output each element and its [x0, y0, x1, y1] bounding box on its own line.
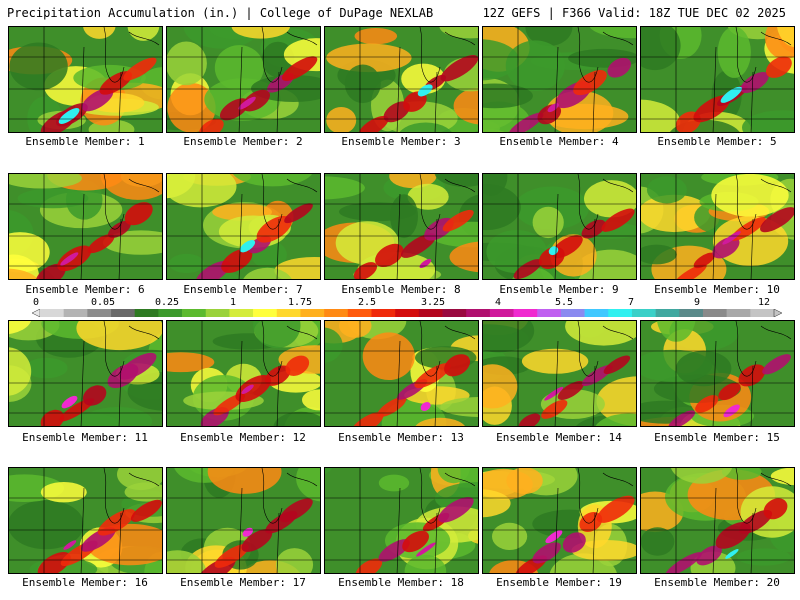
colorbar-band [324, 309, 349, 317]
colorbar-band [276, 309, 301, 317]
colorbar-tick-label: 5.5 [554, 297, 574, 308]
ensemble-member-label: Ensemble Member: 20 [654, 576, 780, 589]
ensemble-member-label: Ensemble Member: 13 [338, 431, 464, 444]
ensemble-member-label: Ensemble Member: 16 [22, 576, 148, 589]
colorbar-band [489, 309, 514, 317]
colorbar-tick-label: 0.25 [154, 297, 180, 308]
ensemble-member-map [640, 320, 795, 427]
ensemble-member-map [324, 320, 479, 427]
ensemble-member-map [166, 467, 321, 574]
colorbar-tick-label: 1 [229, 297, 237, 308]
ensemble-member-map [482, 320, 637, 427]
ensemble-member-map [166, 320, 321, 427]
colorbar-tick-label: 7 [627, 297, 635, 308]
colorbar-tick-label: 2.5 [357, 297, 377, 308]
colorbar-band [347, 309, 372, 317]
ensemble-member-label: Ensemble Member: 3 [341, 135, 461, 148]
colorbar-tick-label: 3.25 [420, 297, 446, 308]
precip-colorbar [32, 309, 782, 317]
colorbar-band [702, 309, 727, 317]
colorbar-band [418, 309, 443, 317]
colorbar-band [371, 309, 396, 317]
ensemble-member-map [640, 173, 795, 280]
colorbar-band [87, 309, 112, 317]
ensemble-member-label: Ensemble Member: 2 [183, 135, 303, 148]
ensemble-member-label: Ensemble Member: 9 [499, 283, 619, 296]
colorbar-band [655, 309, 680, 317]
ensemble-member-map [8, 467, 163, 574]
ensemble-member-label: Ensemble Member: 12 [180, 431, 306, 444]
colorbar-band [631, 309, 656, 317]
ensemble-member-label: Ensemble Member: 17 [180, 576, 306, 589]
colorbar-max-arrow [773, 309, 782, 317]
ensemble-member-label: Ensemble Member: 4 [499, 135, 619, 148]
colorbar-tick-label: 4 [494, 297, 502, 308]
colorbar-band [679, 309, 704, 317]
ensemble-member-label: Ensemble Member: 7 [183, 283, 303, 296]
ensemble-member-map [166, 173, 321, 280]
ensemble-member-map [482, 26, 637, 133]
colorbar-band [134, 309, 159, 317]
ensemble-member-map [482, 173, 637, 280]
colorbar-band [40, 309, 64, 317]
ensemble-member-map [640, 467, 795, 574]
ensemble-member-map [482, 467, 637, 574]
colorbar-tick-label: 0.05 [90, 297, 116, 308]
colorbar-band [229, 309, 254, 317]
ensemble-member-map [640, 26, 795, 133]
ensemble-member-label: Ensemble Member: 1 [25, 135, 145, 148]
colorbar-band [111, 309, 136, 317]
ensemble-member-map [8, 173, 163, 280]
ensemble-member-map [324, 467, 479, 574]
ensemble-member-label: Ensemble Member: 11 [22, 431, 148, 444]
colorbar-band [442, 309, 467, 317]
colorbar-band [63, 309, 88, 317]
colorbar-tick-label: 1.75 [287, 297, 313, 308]
colorbar-band [395, 309, 420, 317]
ensemble-member-label: Ensemble Member: 5 [657, 135, 777, 148]
colorbar-band [750, 309, 775, 317]
ensemble-member-map [8, 26, 163, 133]
ensemble-member-label: Ensemble Member: 8 [341, 283, 461, 296]
colorbar-tick-label: 12 [757, 297, 771, 308]
ensemble-member-label: Ensemble Member: 18 [338, 576, 464, 589]
colorbar-tick-label: 9 [693, 297, 701, 308]
colorbar-band [584, 309, 609, 317]
colorbar-band [537, 309, 562, 317]
ensemble-member-map [324, 173, 479, 280]
colorbar-band [726, 309, 751, 317]
ensemble-member-map [8, 320, 163, 427]
colorbar-min-arrow [32, 309, 41, 317]
ensemble-member-label: Ensemble Member: 19 [496, 576, 622, 589]
ensemble-member-label: Ensemble Member: 6 [25, 283, 145, 296]
ensemble-member-label: Ensemble Member: 15 [654, 431, 780, 444]
ensemble-member-map [324, 26, 479, 133]
colorbar-band [182, 309, 207, 317]
colorbar-band [300, 309, 325, 317]
colorbar-band [253, 309, 278, 317]
run-valid-time: 12Z GEFS | F366 Valid: 18Z TUE DEC 02 20… [482, 6, 786, 20]
colorbar-band [158, 309, 183, 317]
map-title: Precipitation Accumulation (in.) | Colle… [7, 6, 434, 20]
colorbar-band [608, 309, 633, 317]
ensemble-member-label: Ensemble Member: 14 [496, 431, 622, 444]
colorbar-band [466, 309, 491, 317]
colorbar-band [205, 309, 230, 317]
ensemble-member-map [166, 26, 321, 133]
colorbar-band [560, 309, 585, 317]
colorbar-band [513, 309, 538, 317]
ensemble-member-label: Ensemble Member: 10 [654, 283, 780, 296]
colorbar-tick-label: 0 [32, 297, 40, 308]
